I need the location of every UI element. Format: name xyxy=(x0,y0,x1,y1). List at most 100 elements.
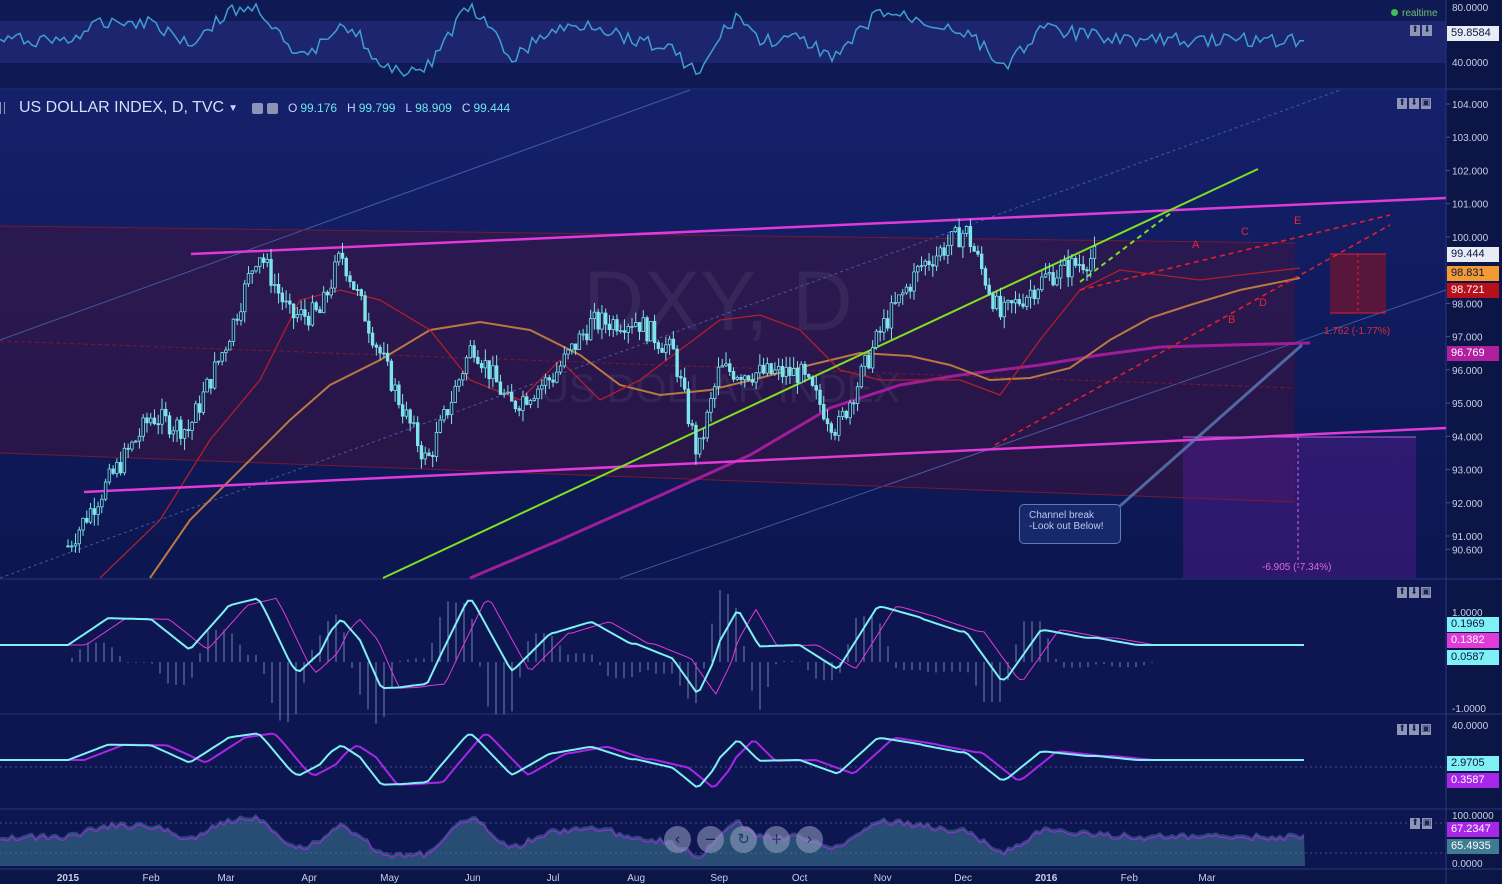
candle-body xyxy=(795,367,800,383)
candle-body xyxy=(303,309,307,317)
candle-body xyxy=(765,363,770,374)
channel-break-note[interactable]: Channel break -Look out Below! xyxy=(1019,504,1121,544)
candle-body xyxy=(133,440,138,443)
indicator-tick-label: -1.0000 xyxy=(1452,704,1486,715)
candle-body xyxy=(370,332,375,346)
scroll-left-button[interactable]: ‹ xyxy=(664,826,691,853)
arrow-down-icon[interactable]: ⬇ xyxy=(1409,724,1419,735)
osc3-signal-tag: 65.4935 xyxy=(1447,839,1499,854)
candle-body xyxy=(912,271,916,292)
time-tick-label: 2016 xyxy=(1035,873,1058,884)
candle-body xyxy=(216,360,221,363)
candle-body xyxy=(306,315,311,326)
price-tick-label: 93.000 xyxy=(1452,466,1483,477)
candle-body xyxy=(716,366,721,388)
time-tick-label: Aug xyxy=(627,873,645,884)
candle-body xyxy=(509,391,514,402)
candle-body xyxy=(92,508,97,515)
candle-body xyxy=(852,402,856,405)
arrow-down-icon[interactable]: ⬇ xyxy=(1409,587,1419,598)
candle-body xyxy=(754,372,758,383)
time-tick-label: Nov xyxy=(874,873,892,884)
menu-handle-icon[interactable] xyxy=(0,102,5,114)
candle-body xyxy=(250,270,254,274)
osc3-area xyxy=(0,813,1305,866)
candle-body xyxy=(434,432,439,457)
candle-body xyxy=(637,322,642,332)
candle-body xyxy=(122,447,127,474)
eye-icon[interactable] xyxy=(252,102,263,114)
zoom-in-button[interactable]: + xyxy=(763,826,790,853)
maximize-icon[interactable]: ▣ xyxy=(1421,587,1431,598)
candle-body xyxy=(743,375,747,380)
chevron-down-icon[interactable]: ▼ xyxy=(228,102,238,114)
candle-body xyxy=(374,344,379,348)
maximize-icon[interactable]: ▣ xyxy=(1421,724,1431,735)
candle-body xyxy=(66,545,70,548)
candle-body xyxy=(536,388,540,400)
watermark-title: DXY, D xyxy=(583,254,852,348)
candle-body xyxy=(130,441,134,450)
rsi-pane-controls[interactable]: ⬆ ⬇ xyxy=(1410,25,1434,36)
osc2-pane-controls[interactable]: ⬆ ⬇ ▣ xyxy=(1397,724,1433,735)
candle-body xyxy=(1073,258,1078,266)
candle-body xyxy=(931,264,935,267)
candle-body xyxy=(592,311,597,320)
candle-body xyxy=(197,403,202,413)
candle-body xyxy=(961,232,965,248)
reset-button[interactable]: ↻ xyxy=(730,826,757,853)
candle-body xyxy=(438,419,442,433)
arrow-up-icon[interactable]: ⬆ xyxy=(1410,25,1420,36)
candle-body xyxy=(859,365,864,388)
candle-body xyxy=(946,244,950,256)
candle-body xyxy=(167,415,172,435)
candle-body xyxy=(160,408,164,425)
candle-body xyxy=(889,302,894,329)
price-tag-last: 99.444 xyxy=(1447,247,1499,262)
price-tag-ma-short: 98.721 xyxy=(1447,283,1499,298)
candle-body xyxy=(81,517,85,531)
candle-body xyxy=(348,275,352,283)
candle-body xyxy=(442,409,446,421)
candle-body xyxy=(558,365,563,373)
symbol-title[interactable]: US DOLLAR INDEX, D, TVC xyxy=(19,99,225,116)
arrow-up-icon[interactable]: ⬆ xyxy=(1410,818,1420,829)
candle-body xyxy=(882,318,886,333)
arrow-up-icon[interactable]: ⬆ xyxy=(1397,587,1407,598)
candle-body xyxy=(355,289,360,291)
candle-body xyxy=(431,455,435,457)
time-axis[interactable]: 2015 Feb Mar Apr May Jun Jul Aug Sep Oct Nov Dec 201… xyxy=(57,873,1216,884)
candle-body xyxy=(1025,296,1029,307)
candle-body xyxy=(1010,300,1014,304)
macd-pane-controls[interactable]: ⬆ ⬇ ▣ xyxy=(1397,587,1433,598)
arrow-up-icon[interactable]: ⬆ xyxy=(1397,724,1407,735)
arrow-down-icon[interactable]: ⬇ xyxy=(1409,98,1419,109)
candle-body xyxy=(995,295,999,310)
maximize-icon[interactable]: ▣ xyxy=(1422,818,1432,829)
candle-body xyxy=(532,398,536,401)
scroll-right-button[interactable]: › xyxy=(796,826,823,853)
candle-body xyxy=(491,365,495,380)
candle-body xyxy=(652,320,657,344)
arrow-down-icon[interactable]: ⬇ xyxy=(1422,25,1432,36)
candle-body xyxy=(243,283,247,313)
candle-body xyxy=(288,300,292,305)
candle-body xyxy=(983,268,988,286)
candle-body xyxy=(137,435,142,442)
osc3-pane-controls[interactable]: ⬆ ▣ xyxy=(1410,818,1434,829)
gear-icon[interactable] xyxy=(267,102,278,114)
candle-body xyxy=(1081,264,1085,271)
candle-body xyxy=(209,378,213,389)
candle-body xyxy=(540,384,544,390)
candle-body xyxy=(363,295,367,322)
zoom-out-button[interactable]: − xyxy=(697,826,724,853)
wave-label-a: A xyxy=(1192,239,1200,251)
maximize-icon[interactable]: ▣ xyxy=(1421,98,1431,109)
candle-body xyxy=(472,345,476,358)
symbol-header: US DOLLAR INDEX, D, TVC ▼ O 99.176 H 99.79… xyxy=(0,97,510,119)
candle-body xyxy=(276,283,281,294)
arrow-up-icon[interactable]: ⬆ xyxy=(1397,98,1407,109)
price-tick-label: 97.000 xyxy=(1452,333,1483,344)
price-pane-controls[interactable]: ⬆ ⬇ ▣ xyxy=(1397,98,1433,109)
